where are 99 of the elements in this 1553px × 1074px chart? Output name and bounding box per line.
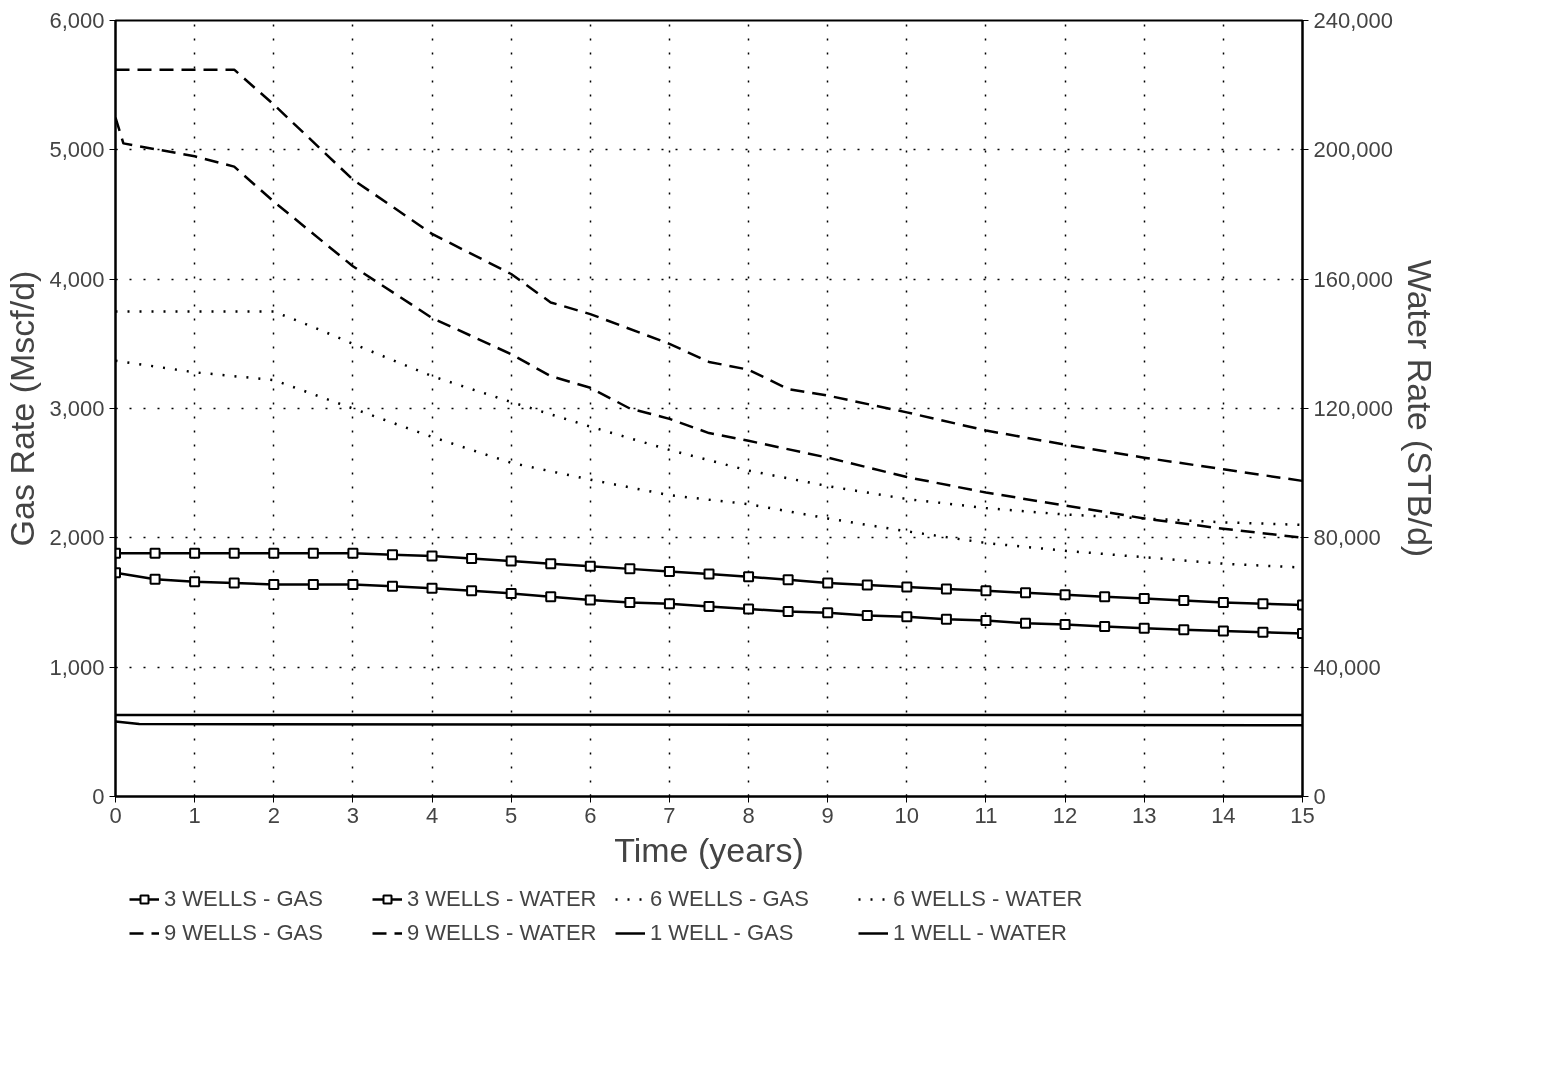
point [268,547,280,559]
point [901,611,913,623]
point [545,558,557,570]
y-tick-label: 5,000 [49,137,105,163]
point [1020,587,1032,599]
point [505,555,517,567]
y-tick-label: 0 [92,784,105,809]
point [861,609,873,621]
point [624,597,636,608]
point [1257,598,1269,610]
x-tick-label: 5 [505,802,518,828]
point [347,547,359,559]
point [584,594,596,606]
legend-label: 1 WELL - WATER [892,920,1068,946]
point [1178,595,1190,607]
x-tick-label: 4 [425,802,439,828]
point [624,563,636,575]
point [466,585,478,597]
point [228,547,240,559]
y2-tick-label: 40,000 [1313,654,1381,680]
point [663,565,675,577]
legend-label: 3 WELLS - GAS [163,886,324,912]
x-tick-label: 6 [584,802,597,828]
point [426,550,438,562]
point [1138,593,1150,605]
x-tick-label: 11 [974,802,998,828]
y-tick-label: 1,000 [49,654,105,680]
point [940,613,952,625]
point [1217,597,1229,608]
point [703,600,715,612]
x-tick-label: 0 [109,802,122,828]
point [743,603,755,615]
point [149,573,161,585]
x-tick-label: 9 [821,802,834,828]
point [1138,622,1150,634]
x-tick-label: 8 [742,802,755,828]
point [1178,624,1190,636]
point [386,549,398,561]
x-tick-label: 1 [188,802,201,828]
x-tick-label: 13 [1132,802,1157,828]
point [1099,591,1111,603]
point [980,585,992,597]
x-axis-title: Time (years) [614,830,804,869]
x-tick-label: 7 [663,802,676,828]
y2-tick-label: 240,000 [1313,8,1394,33]
point [1059,618,1071,630]
point [703,568,715,580]
y-axis-title: Gas Rate (Mscf/d) [3,270,42,547]
point [940,583,952,595]
point [822,607,834,619]
legend-label: 9 WELLS - WATER [406,920,598,946]
point [1257,626,1269,638]
y-tick-label: 2,000 [49,525,105,551]
x-tick-label: 2 [267,802,280,828]
point [782,574,794,586]
point [466,553,478,565]
point [189,576,201,588]
point [782,606,794,618]
point [1059,589,1071,601]
y2-tick-label: 120,000 [1313,396,1394,421]
point [1217,625,1229,637]
x-tick-label: 10 [894,802,920,828]
y-tick-label: 6,000 [49,8,105,33]
point [861,579,873,591]
legend-label: 3 WELLS - WATER [406,886,598,912]
point [347,578,359,590]
y-tick-label: 3,000 [49,396,105,421]
point [268,578,280,590]
legend-label: 6 WELLS - GAS [649,886,810,912]
y2-tick-label: 200,000 [1313,137,1394,163]
x-tick-label: 12 [1052,802,1078,828]
point [505,587,517,599]
x-tick-label: 15 [1290,802,1315,828]
point [386,580,398,592]
point [426,582,438,594]
point [822,577,834,589]
y2-tick-label: 80,000 [1313,525,1381,551]
y2-tick-label: 0 [1313,784,1326,809]
point [980,615,992,627]
x-tick-label: 14 [1211,802,1236,828]
y2-axis-title: Water Rate (STB/d) [1401,259,1440,558]
point [1099,620,1111,632]
legend-label: 9 WELLS - GAS [163,920,324,946]
point [663,598,675,610]
point [743,571,755,583]
point [307,547,319,559]
y-tick-label: 4,000 [49,266,105,292]
point [228,577,240,589]
point [584,560,596,572]
point [901,581,913,593]
legend-label: 6 WELLS - WATER [892,886,1084,912]
x-tick-label: 3 [346,802,360,828]
y2-tick-label: 160,000 [1313,266,1394,292]
point [189,547,201,559]
point [149,547,161,559]
point [1020,617,1032,629]
point [307,578,319,590]
point [545,591,557,603]
legend-label: 1 WELL - GAS [649,920,795,946]
